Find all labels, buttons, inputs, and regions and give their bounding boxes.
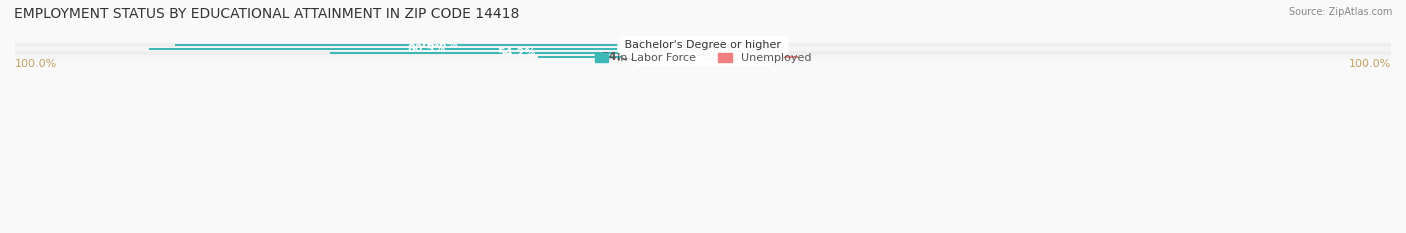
Bar [15, 47, 1391, 51]
Text: 100.0%: 100.0% [15, 59, 58, 69]
Bar [538, 56, 703, 58]
Bar [15, 55, 1391, 59]
Text: 0.0%: 0.0% [713, 40, 744, 50]
Bar [15, 51, 1391, 55]
Text: 13.8%: 13.8% [731, 52, 769, 62]
Text: College / Associate Degree: College / Associate Degree [624, 44, 782, 54]
Text: 0.0%: 0.0% [713, 44, 744, 54]
Text: 76.8%: 76.8% [419, 40, 458, 50]
Text: 80.5%: 80.5% [406, 44, 446, 54]
Legend: In Labor Force, Unemployed: In Labor Force, Unemployed [591, 49, 815, 68]
Text: 100.0%: 100.0% [1348, 59, 1391, 69]
Text: Less than High School: Less than High School [638, 52, 768, 62]
Bar [15, 43, 1391, 47]
Text: EMPLOYMENT STATUS BY EDUCATIONAL ATTAINMENT IN ZIP CODE 14418: EMPLOYMENT STATUS BY EDUCATIONAL ATTAINM… [14, 7, 519, 21]
Text: 0.0%: 0.0% [713, 48, 744, 58]
Text: Bachelor's Degree or higher: Bachelor's Degree or higher [621, 40, 785, 50]
Bar [174, 44, 703, 46]
Text: Source: ZipAtlas.com: Source: ZipAtlas.com [1288, 7, 1392, 17]
Bar [703, 56, 799, 58]
Text: High School Diploma: High School Diploma [641, 48, 765, 58]
Bar [330, 52, 703, 54]
Text: 24.0%: 24.0% [602, 52, 640, 62]
Bar [149, 48, 703, 50]
Text: 54.2%: 54.2% [498, 48, 536, 58]
